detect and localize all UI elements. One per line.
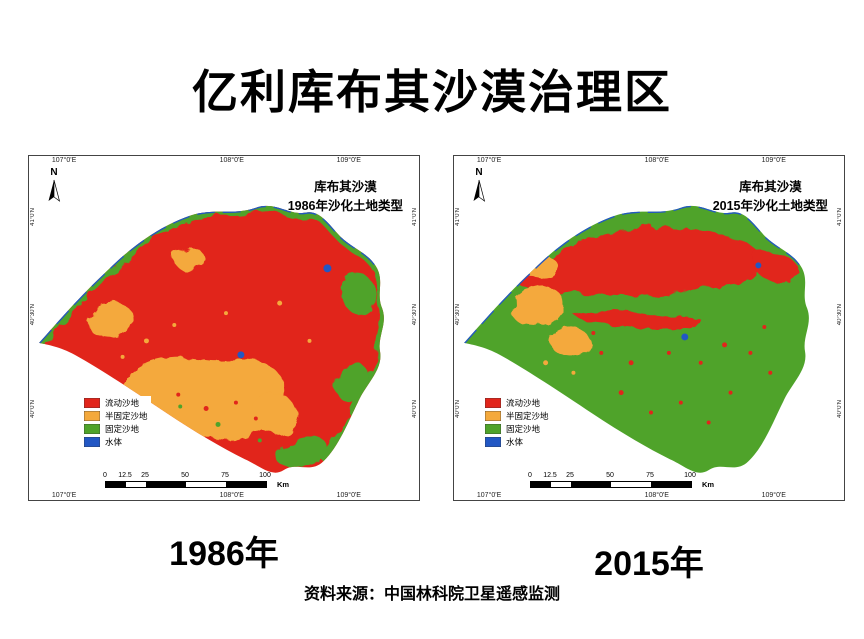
legend-item: 固定沙地	[485, 424, 549, 434]
legend-item: 半固定沙地	[485, 411, 549, 421]
scale-bar: 0 12.5 25 50 75 100 Km	[103, 472, 305, 490]
lat-label: 41°0'N	[412, 208, 418, 226]
map-inset-title: 库布其沙漠 2015年沙化土地类型	[713, 178, 828, 217]
north-arrow-icon	[473, 179, 486, 202]
scale-label: 25	[141, 472, 149, 479]
legend-swatch	[84, 411, 100, 421]
legend-swatch	[84, 437, 100, 447]
lat-label: 40°0'N	[837, 400, 843, 418]
lat-label: 41°0'N	[455, 208, 461, 226]
lon-label: 108°0'E	[644, 492, 669, 499]
north-label: N	[50, 167, 58, 178]
scale-label: 75	[221, 472, 229, 479]
scale-label: 12.5	[543, 472, 557, 479]
scale-label: 50	[181, 472, 189, 479]
caption-1986: 1986年	[169, 535, 279, 573]
lat-label: 40°0'N	[412, 400, 418, 418]
legend-label: 水体	[105, 437, 123, 447]
legend-label: 水体	[506, 437, 524, 447]
legend-label: 固定沙地	[105, 424, 140, 434]
lat-label: 40°30'N	[30, 304, 36, 326]
legend-item: 水体	[485, 437, 549, 447]
lat-label: 40°0'N	[30, 400, 36, 418]
data-source: 资料来源：中国林科院卫星遥感监测	[303, 586, 560, 603]
north-arrow-icon	[48, 179, 61, 202]
legend-swatch	[485, 411, 501, 421]
legend-item: 半固定沙地	[84, 411, 148, 421]
legend-item: 水体	[84, 437, 148, 447]
legend-item: 流动沙地	[485, 398, 549, 408]
lat-label: 40°30'N	[412, 304, 418, 326]
lon-label: 109°0'E	[336, 157, 361, 164]
scale-bar-segments	[530, 481, 692, 488]
legend: 流动沙地 半固定沙地 固定沙地 水体	[482, 396, 552, 452]
scale-unit: Km	[277, 480, 290, 489]
legend-item: 固定沙地	[84, 424, 148, 434]
caption-2015: 2015年	[594, 545, 704, 583]
legend-label: 流动沙地	[105, 398, 140, 408]
scale-bar: 0 12.5 25 50 75 100 Km	[528, 472, 730, 490]
map-panel-2015: 107°0'E 108°0'E 109°0'E 107°0'E 108°0'E …	[453, 155, 845, 501]
lat-label: 40°30'N	[455, 304, 461, 326]
scale-label: 12.5	[118, 472, 132, 479]
scale-label: 100	[259, 472, 271, 479]
legend-swatch	[485, 437, 501, 447]
lon-label: 107°0'E	[476, 157, 502, 164]
legend-label: 半固定沙地	[105, 411, 148, 421]
lon-label: 107°0'E	[51, 492, 77, 499]
scale-label: 100	[684, 472, 696, 479]
lat-label: 41°0'N	[30, 208, 36, 226]
scale-unit: Km	[702, 480, 715, 489]
legend-swatch	[485, 398, 501, 408]
legend-item: 流动沙地	[84, 398, 148, 408]
page-title: 亿利库布其沙漠治理区	[192, 66, 672, 118]
scale-label: 75	[646, 472, 654, 479]
north-label: N	[475, 167, 483, 178]
legend-label: 流动沙地	[506, 398, 541, 408]
scale-label: 0	[528, 472, 532, 479]
map-title-line2: 2015年沙化土地类型	[712, 199, 828, 214]
lon-label: 108°0'E	[219, 157, 244, 164]
north-arrow: N	[472, 168, 486, 207]
map-2015-graphic	[464, 205, 809, 473]
lon-label: 107°0'E	[476, 492, 502, 499]
map-title-line1: 库布其沙漠	[739, 180, 802, 194]
legend-label: 半固定沙地	[506, 411, 549, 421]
lat-label: 40°0'N	[455, 400, 461, 418]
legend-label: 固定沙地	[506, 424, 541, 434]
lat-label: 40°30'N	[837, 304, 843, 326]
legend-swatch	[485, 424, 501, 434]
scale-label: 50	[606, 472, 614, 479]
map-title-line2: 1986年沙化土地类型	[287, 199, 403, 214]
lat-label: 41°0'N	[837, 208, 843, 226]
map-1986-graphic	[39, 205, 384, 473]
legend-swatch	[84, 398, 100, 408]
lon-label: 109°0'E	[336, 492, 361, 499]
scale-label: 0	[103, 472, 107, 479]
lon-label: 109°0'E	[761, 492, 786, 499]
lon-label: 108°0'E	[644, 157, 669, 164]
map-inset-title: 库布其沙漠 1986年沙化土地类型	[288, 178, 403, 217]
scale-label: 25	[566, 472, 574, 479]
lon-label: 107°0'E	[51, 157, 77, 164]
legend: 流动沙地 半固定沙地 固定沙地 水体	[81, 396, 151, 452]
lon-label: 108°0'E	[219, 492, 244, 499]
legend-swatch	[84, 424, 100, 434]
lon-label: 109°0'E	[761, 157, 786, 164]
map-panel-1986: 107°0'E 108°0'E 109°0'E 107°0'E 108°0'E …	[28, 155, 420, 501]
scale-bar-segments	[105, 481, 267, 488]
map-title-line1: 库布其沙漠	[314, 180, 377, 194]
north-arrow: N	[47, 168, 61, 207]
